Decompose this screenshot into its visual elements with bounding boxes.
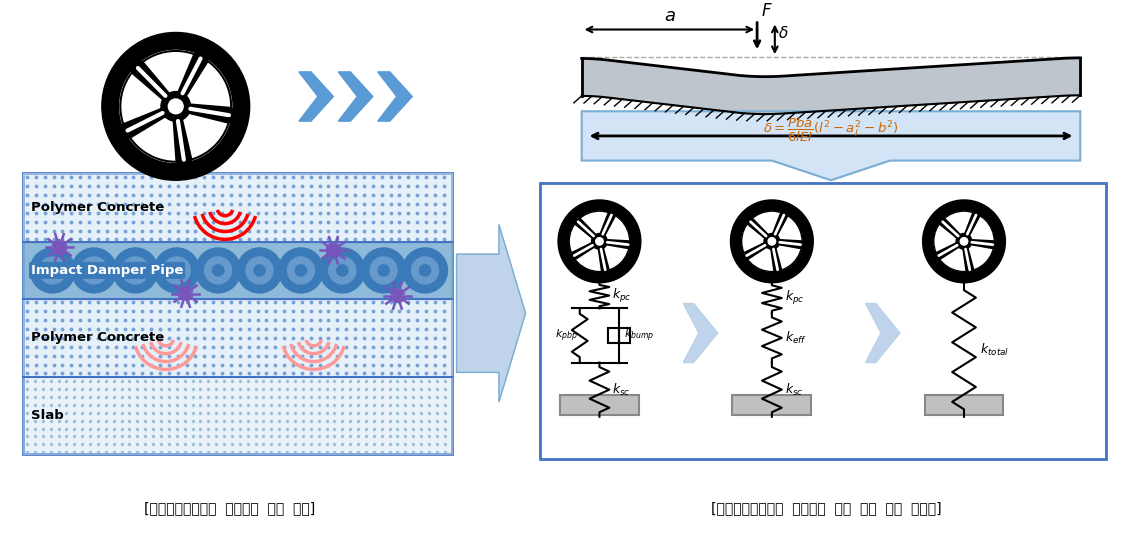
Circle shape	[81, 257, 108, 284]
Bar	[733, 395, 812, 415]
Circle shape	[47, 265, 58, 276]
Circle shape	[932, 209, 996, 273]
Circle shape	[237, 248, 282, 293]
Bar	[541, 183, 1106, 459]
Text: Polymer Concrete: Polymer Concrete	[31, 332, 164, 344]
Circle shape	[320, 248, 365, 293]
Circle shape	[72, 248, 117, 293]
Circle shape	[960, 238, 968, 245]
Polygon shape	[299, 72, 334, 121]
Text: $k_{sc}$: $k_{sc}$	[785, 382, 804, 398]
Circle shape	[154, 248, 199, 293]
Circle shape	[402, 248, 447, 293]
Circle shape	[205, 257, 232, 284]
Polygon shape	[338, 72, 373, 121]
Circle shape	[169, 99, 183, 114]
Circle shape	[129, 265, 140, 276]
Text: Polymer Concrete: Polymer Concrete	[31, 201, 164, 214]
Bar	[560, 395, 638, 415]
Text: $\delta$: $\delta$	[778, 26, 788, 41]
Circle shape	[378, 265, 389, 276]
Bar	[608, 327, 629, 343]
Polygon shape	[582, 111, 1080, 180]
Polygon shape	[683, 303, 718, 363]
Circle shape	[39, 257, 66, 284]
Text: $k_{pc}$: $k_{pc}$	[785, 289, 804, 307]
Circle shape	[337, 265, 348, 276]
Circle shape	[163, 257, 190, 284]
Text: $k_{eff}$: $k_{eff}$	[785, 330, 807, 346]
Circle shape	[161, 92, 191, 121]
Circle shape	[923, 200, 1005, 282]
Circle shape	[212, 265, 224, 276]
Circle shape	[558, 200, 641, 282]
Circle shape	[117, 47, 235, 166]
Text: Impact Damper Pipe: Impact Damper Pipe	[31, 264, 183, 277]
Text: $F$: $F$	[761, 2, 773, 20]
Polygon shape	[582, 58, 1080, 114]
Circle shape	[89, 265, 100, 276]
Circle shape	[370, 257, 397, 284]
Circle shape	[112, 248, 157, 293]
Polygon shape	[456, 225, 526, 402]
Text: a: a	[664, 6, 676, 25]
Circle shape	[957, 233, 972, 249]
Bar	[22, 299, 452, 378]
Text: [폴리머콘크리트와  슬라브의  단면  구조]: [폴리머콘크리트와 슬라브의 단면 구조]	[144, 501, 316, 515]
Circle shape	[246, 257, 273, 284]
Circle shape	[121, 257, 148, 284]
Circle shape	[568, 209, 632, 273]
Polygon shape	[378, 72, 413, 121]
Bar	[925, 395, 1004, 415]
Text: $\delta = \dfrac{Pba}{6lEI}(l^2 - a^2_l - b^2)$: $\delta = \dfrac{Pba}{6lEI}(l^2 - a^2_l …	[763, 116, 899, 144]
Text: $k_{sc}$: $k_{sc}$	[613, 382, 631, 398]
Circle shape	[591, 233, 607, 249]
Circle shape	[171, 265, 182, 276]
Circle shape	[731, 200, 814, 282]
Circle shape	[279, 248, 324, 293]
Polygon shape	[865, 303, 900, 363]
Text: [폴리머콘크리트와  슬라브의  구름  방사  해석  모델링]: [폴리머콘크리트와 슬라브의 구름 방사 해석 모델링]	[710, 501, 942, 515]
Text: $k_{bump}$: $k_{bump}$	[624, 327, 654, 344]
Circle shape	[411, 257, 438, 284]
Circle shape	[102, 33, 250, 180]
Text: Slab: Slab	[31, 409, 64, 422]
Circle shape	[329, 257, 356, 284]
Bar	[22, 378, 452, 454]
Text: $k_{pc}$: $k_{pc}$	[613, 287, 632, 304]
Text: $k_{pbp}$: $k_{pbp}$	[555, 327, 578, 344]
Circle shape	[296, 265, 307, 276]
Circle shape	[419, 265, 430, 276]
Circle shape	[361, 248, 406, 293]
Circle shape	[30, 248, 75, 293]
Circle shape	[764, 233, 780, 249]
Bar	[22, 242, 452, 299]
Text: $k_{total}$: $k_{total}$	[980, 342, 1009, 358]
Bar	[22, 174, 452, 242]
Circle shape	[196, 248, 241, 293]
Circle shape	[254, 265, 265, 276]
Circle shape	[288, 257, 315, 284]
Circle shape	[740, 209, 804, 273]
Circle shape	[768, 238, 776, 245]
Circle shape	[596, 238, 604, 245]
Bar	[22, 174, 452, 454]
